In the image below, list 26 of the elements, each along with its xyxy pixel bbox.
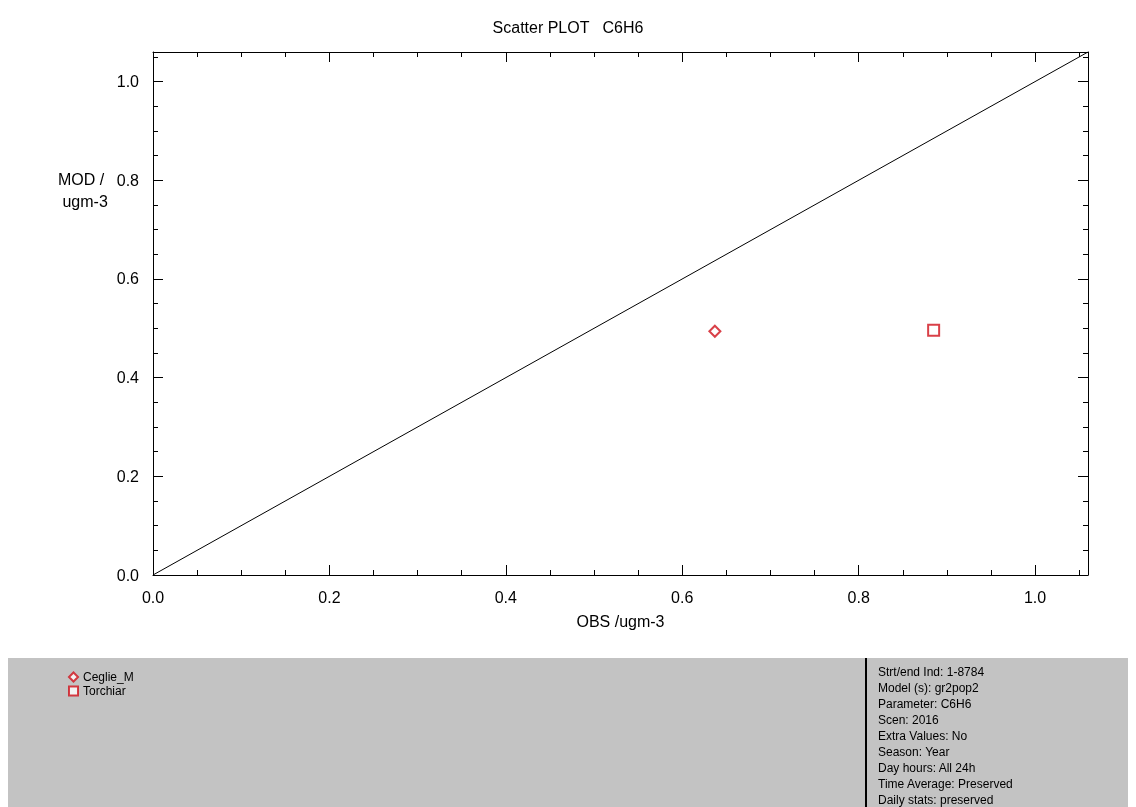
text: Day hours: All 24h — [878, 761, 976, 775]
y-tick-label: 0.2 — [116, 467, 140, 485]
legend-label: Torchiar — [83, 684, 126, 698]
y-tick-label: 0.4 — [116, 369, 140, 387]
text: Time Average: Preserved — [878, 777, 1013, 791]
x-tick-label: 0.0 — [141, 588, 165, 606]
text: Season: Year — [878, 745, 950, 759]
text: Extra Values: No — [878, 729, 968, 743]
text: Strt/end Ind: 1-8784 — [878, 665, 985, 679]
legend-label: Ceglie_M — [83, 670, 134, 684]
x-tick-label: 0.6 — [671, 588, 694, 606]
chart-title: Scatter PLOT C6H6 — [492, 18, 644, 36]
x-tick-label: 1.0 — [1023, 588, 1047, 606]
x-tick-label: 0.4 — [494, 588, 518, 606]
x-tick-label: 0.2 — [318, 588, 341, 606]
y-tick-label: 0.8 — [116, 171, 140, 189]
x-axis-title: OBS /ugm-3 — [576, 612, 665, 630]
text: Scen: 2016 — [878, 713, 940, 727]
y-axis-title: MOD / ugm-3 — [58, 170, 108, 210]
y-tick-label: 0.0 — [116, 566, 140, 584]
x-tick-label: 0.8 — [847, 588, 870, 606]
y-tick-label: 0.6 — [116, 270, 140, 288]
text: Model (s): gr2pop2 — [878, 681, 980, 695]
text: Parameter: C6H6 — [878, 697, 972, 711]
y-tick-label: 1.0 — [116, 73, 140, 91]
text: Daily stats: preserved — [878, 793, 994, 807]
